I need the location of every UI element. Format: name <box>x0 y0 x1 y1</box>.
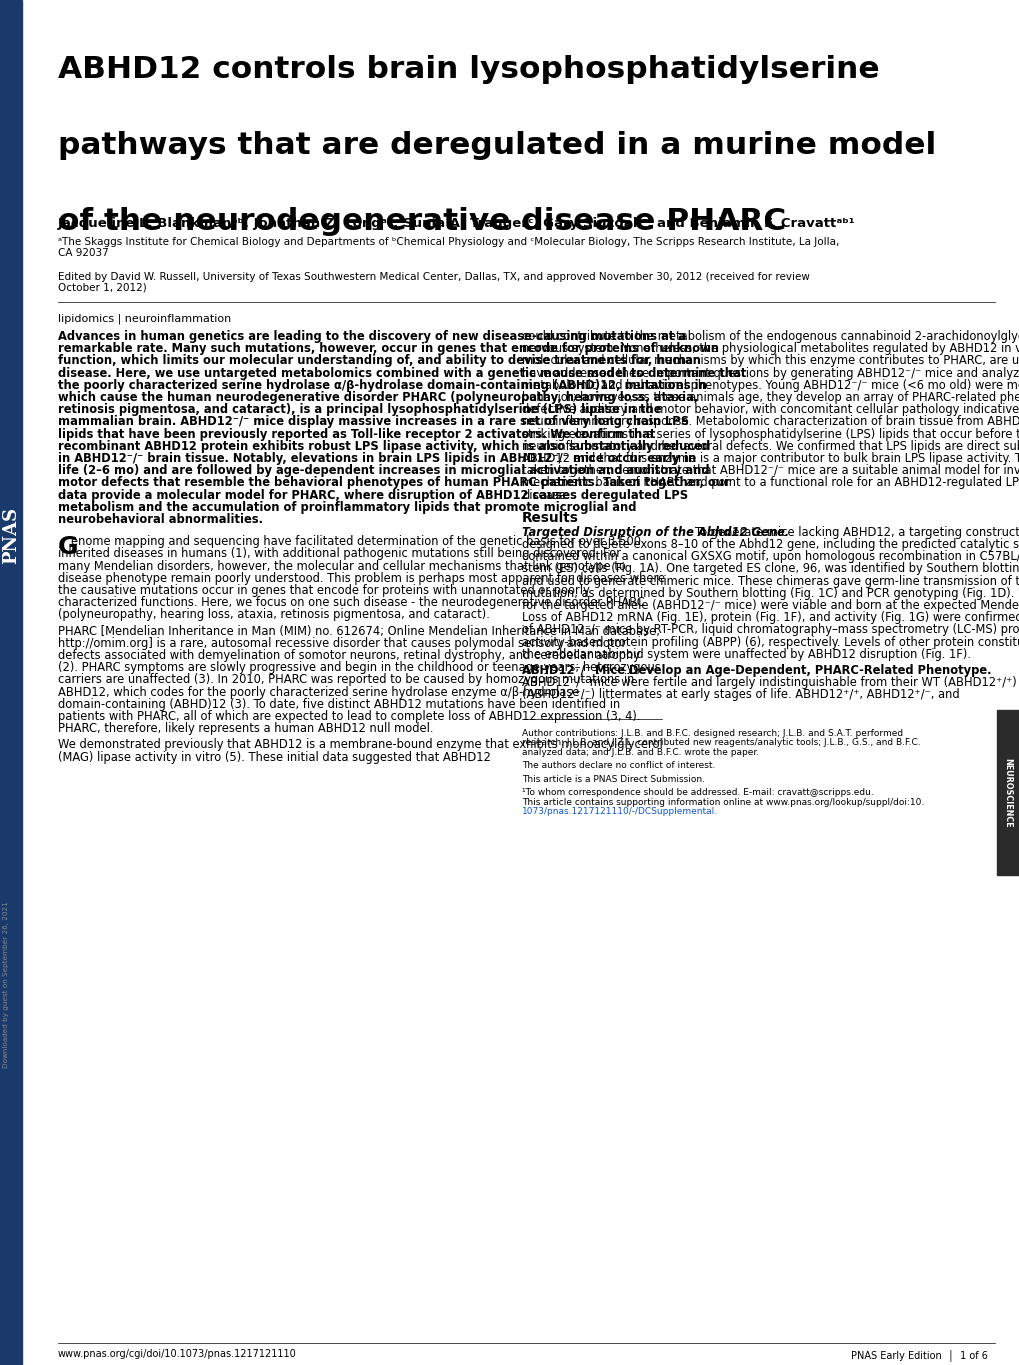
Text: mutation, as determined by Southern blotting (Fig. 1C) and PCR genotyping (Fig. : mutation, as determined by Southern blot… <box>522 587 1019 599</box>
Text: ABHD12⁻/⁻ mice were fertile and largely indistinguishable from their WT (ABHD12⁺: ABHD12⁻/⁻ mice were fertile and largely … <box>522 676 1019 689</box>
Text: ABHD12 controls brain lysophosphatidylserine: ABHD12 controls brain lysophosphatidylse… <box>58 55 878 85</box>
Bar <box>996 710 1019 875</box>
Text: Loss of ABHD12 mRNA (Fig. 1E), protein (Fig. 1F), and activity (Fig. 1G) were co: Loss of ABHD12 mRNA (Fig. 1E), protein (… <box>522 612 1019 624</box>
Text: many Mendelian disorders, however, the molecular and cellular mechanisms that li: many Mendelian disorders, however, the m… <box>58 560 626 572</box>
Bar <box>0 0 22 1365</box>
Text: disease.: disease. <box>522 489 569 501</box>
Text: nervous system. Nonetheless, the physiological metabolites regulated by ABHD12 i: nervous system. Nonetheless, the physiol… <box>522 343 1019 355</box>
Text: of ABHD12⁻/⁻ mice by RT-PCR, liquid chromatography–mass spectrometry (LC-MS) pro: of ABHD12⁻/⁻ mice by RT-PCR, liquid chro… <box>522 624 1019 636</box>
Text: which cause the human neurodegenerative disorder PHARC (polyneuropathy, hearing : which cause the human neurodegenerative … <box>58 390 698 404</box>
Text: Author contributions: J.L.B. and B.F.C. designed research; J.L.B. and S.A.T. per: Author contributions: J.L.B. and B.F.C. … <box>522 729 902 737</box>
Text: PNAS: PNAS <box>2 506 20 564</box>
Text: research; J.L.B. and J.Z.L. contributed new reagents/analytic tools; J.L.B., G.S: research; J.L.B. and J.Z.L. contributed … <box>522 738 920 747</box>
Text: (polyneuropathy, hearing loss, ataxia, retinosis pigmentosa, and cataract).: (polyneuropathy, hearing loss, ataxia, r… <box>58 609 489 621</box>
Text: lipidomics | neuroinflammation: lipidomics | neuroinflammation <box>58 313 231 324</box>
Text: remarkable rate. Many such mutations, however, occur in genes that encode for pr: remarkable rate. Many such mutations, ho… <box>58 343 718 355</box>
Text: the poorly characterized serine hydrolase α/β-hydrolase domain-containing (ABHD): the poorly characterized serine hydrolas… <box>58 379 706 392</box>
Text: ᵃThe Skaggs Institute for Chemical Biology and Departments of ᵇChemical Physiolo: ᵃThe Skaggs Institute for Chemical Biolo… <box>58 238 839 247</box>
Text: lipids that have been previously reported as Toll-like receptor 2 activators. We: lipids that have been previously reporte… <box>58 427 655 441</box>
Text: The authors declare no conflict of interest.: The authors declare no conflict of inter… <box>522 762 714 770</box>
Text: defective auditory and motor behavior, with concomitant cellular pathology indic: defective auditory and motor behavior, w… <box>522 403 1019 416</box>
Text: stem (ES) cells (Fig. 1A). One targeted ES clone, 96, was identified by Southern: stem (ES) cells (Fig. 1A). One targeted … <box>522 562 1019 576</box>
Text: October 1, 2012): October 1, 2012) <box>58 283 147 293</box>
Text: have addressed these important questions by generating ABHD12⁻/⁻ mice and analyz: have addressed these important questions… <box>522 367 1019 379</box>
Text: the causative mutations occur in genes that encode for proteins with unannotated: the causative mutations occur in genes t… <box>58 584 589 597</box>
Text: PHARC [Mendelian Inheritance in Man (MIM) no. 612674; Online Mendelian Inheritan: PHARC [Mendelian Inheritance in Man (MIM… <box>58 625 659 637</box>
Text: ABHD12⁻/⁻ Mice Develop an Age-Dependent, PHARC-Related Phenotype.: ABHD12⁻/⁻ Mice Develop an Age-Dependent,… <box>522 663 990 677</box>
Text: defects associated with demyelination of somotor neurons, retinal dystrophy, and: defects associated with demyelination of… <box>58 648 639 662</box>
Text: We demonstrated previously that ABHD12 is a membrane-bound enzyme that exhibits : We demonstrated previously that ABHD12 i… <box>58 738 662 751</box>
Text: characterized functions. Here, we focus on one such disease - the neurodegenerat: characterized functions. Here, we focus … <box>58 597 644 609</box>
Text: metabolomic and behavioral phenotypes. Young ABHD12⁻/⁻ mice (<6 mo old) were mos: metabolomic and behavioral phenotypes. Y… <box>522 379 1019 392</box>
Text: domain-containing (ABHD)12 (3). To date, five distinct ABHD12 mutations have bee: domain-containing (ABHD)12 (3). To date,… <box>58 698 620 711</box>
Text: PNAS Early Edition  │  1 of 6: PNAS Early Edition │ 1 of 6 <box>850 1349 987 1361</box>
Text: enome mapping and sequencing have facilitated determination of the genetic basis: enome mapping and sequencing have facili… <box>70 535 640 549</box>
Text: life (2–6 mo) and are followed by age-dependent increases in microglial activati: life (2–6 mo) and are followed by age-de… <box>58 464 709 478</box>
Text: www.pnas.org/cgi/doi/10.1073/pnas.1217121110: www.pnas.org/cgi/doi/10.1073/pnas.121712… <box>58 1349 297 1360</box>
Text: neurobehavioral abnormalities.: neurobehavioral abnormalities. <box>58 513 263 526</box>
Text: data provide a molecular model for PHARC, where disruption of ABHD12 causes dere: data provide a molecular model for PHARC… <box>58 489 688 501</box>
Text: (ABHD12⁺/⁻) littermates at early stages of life. ABHD12⁺/⁺, ABHD12⁺/⁻, and: (ABHD12⁺/⁻) littermates at early stages … <box>522 688 959 702</box>
Text: http://omim.org] is a rare, autosomal recessive disorder that causes polymodal s: http://omim.org] is a rare, autosomal re… <box>58 637 626 650</box>
Text: ABHD12 and that this enzyme is a major contributor to bulk brain LPS lipase acti: ABHD12 and that this enzyme is a major c… <box>522 452 1019 465</box>
Text: behavior; however, as these animals age, they develop an array of PHARC-related : behavior; however, as these animals age,… <box>522 390 1019 404</box>
Text: striking elevations in a series of lysophosphatidylserine (LPS) lipids that occu: striking elevations in a series of lysop… <box>522 427 1019 441</box>
Text: metabolism and the accumulation of proinflammatory lipids that promote microglia: metabolism and the accumulation of proin… <box>58 501 636 513</box>
Text: To generate mice lacking ABHD12, a targeting construct was: To generate mice lacking ABHD12, a targe… <box>695 526 1019 539</box>
Text: PHARC, therefore, likely represents a human ABHD12 null model.: PHARC, therefore, likely represents a hu… <box>58 722 433 736</box>
Text: disease phenotype remain poorly understood. This problem is perhaps most apparen: disease phenotype remain poorly understo… <box>58 572 664 584</box>
Text: designed to delete exons 8–10 of the Abhd12 gene, including the predicted cataly: designed to delete exons 8–10 of the Abh… <box>522 538 1019 551</box>
Text: (2). PHARC symptoms are slowly progressive and begin in the childhood or teenage: (2). PHARC symptoms are slowly progressi… <box>58 661 660 674</box>
Text: ¹To whom correspondence should be addressed. E-mail: cravatt@scripps.edu.: ¹To whom correspondence should be addres… <box>522 788 873 797</box>
Text: motor defects that resemble the behavioral phenotypes of human PHARC patients. T: motor defects that resemble the behavior… <box>58 476 729 490</box>
Text: inherited diseases in humans (1), with additional pathogenic mutations still bei: inherited diseases in humans (1), with a… <box>58 547 621 561</box>
Text: recombinant ABHD12 protein exhibits robust LPS lipase activity, which is also su: recombinant ABHD12 protein exhibits robu… <box>58 440 709 453</box>
Text: NEUROSCIENCE: NEUROSCIENCE <box>1003 758 1012 827</box>
Text: Advances in human genetics are leading to the discovery of new disease-causing m: Advances in human genetics are leading t… <box>58 330 686 343</box>
Text: contained within a canonical GXSXG motif, upon homologous recombination in C57BL: contained within a canonical GXSXG motif… <box>522 550 1019 564</box>
Text: 1073/pnas.1217121110/-/DCSupplemental.: 1073/pnas.1217121110/-/DCSupplemental. <box>522 807 717 816</box>
Text: activity-based protein profiling (ABPP) (6), respectively. Levels of other prote: activity-based protein profiling (ABPP) … <box>522 636 1019 648</box>
Text: for the targeted allele (ABHD12⁻/⁻ mice) were viable and born at the expected Me: for the targeted allele (ABHD12⁻/⁻ mice)… <box>522 599 1019 612</box>
Text: carriers are unaffected (3). In 2010, PHARC was reported to be caused by homozyg: carriers are unaffected (3). In 2010, PH… <box>58 673 634 687</box>
Text: could contribute to the metabolism of the endogenous cannabinoid 2-arachidonoylg: could contribute to the metabolism of th… <box>522 330 1019 343</box>
Text: pathways that are deregulated in a murine model: pathways that are deregulated in a murin… <box>58 131 935 160</box>
Text: molecular and cellular mechanisms by which this enzyme contributes to PHARC, are: molecular and cellular mechanisms by whi… <box>522 355 1019 367</box>
Text: and used to generate chimeric mice. These chimeras gave germ-line transmission o: and used to generate chimeric mice. Thes… <box>522 575 1019 587</box>
Text: of the neurodegenerative disease PHARC: of the neurodegenerative disease PHARC <box>58 207 786 236</box>
Text: mechanistic basis of PHARC and point to a functional role for an ABHD12-regulate: mechanistic basis of PHARC and point to … <box>522 476 1019 490</box>
Text: Jacqueline L. Blankmanᵃᵇ, Jonathan Z. Longᵃᵇ, Sunia A. Traugerᶜ, Gary Siuzdakᶜ, : Jacqueline L. Blankmanᵃᵇ, Jonathan Z. Lo… <box>58 217 855 229</box>
Text: ABHD12, which codes for the poorly characterized serine hydrolase enzyme α/β-hyd: ABHD12, which codes for the poorly chara… <box>58 685 579 699</box>
Text: mammalian brain. ABHD12⁻/⁻ mice display massive increases in a rare set of very : mammalian brain. ABHD12⁻/⁻ mice display … <box>58 415 689 429</box>
Text: in ABHD12⁻/⁻ brain tissue. Notably, elevations in brain LPS lipids in ABHD12⁻/⁻ : in ABHD12⁻/⁻ brain tissue. Notably, elev… <box>58 452 696 465</box>
Text: retinosis pigmentosa, and cataract), is a principal lysophosphatidylserine (LPS): retinosis pigmentosa, and cataract), is … <box>58 403 661 416</box>
Text: analyzed data; and J.L.B. and B.F.C. wrote the paper.: analyzed data; and J.L.B. and B.F.C. wro… <box>522 748 758 756</box>
Text: This article contains supporting information online at www.pnas.org/lookup/suppl: This article contains supporting informa… <box>522 797 923 807</box>
Text: CA 92037: CA 92037 <box>58 248 109 258</box>
Text: (MAG) lipase activity in vitro (5). These initial data suggested that ABHD12: (MAG) lipase activity in vitro (5). Thes… <box>58 751 490 763</box>
Text: G: G <box>58 535 78 560</box>
Text: neuroinflammatory and behavioral defects. We confirmed that LPS lipids are direc: neuroinflammatory and behavioral defects… <box>522 440 1019 453</box>
Text: neuroinflammatory response. Metabolomic characterization of brain tissue from AB: neuroinflammatory response. Metabolomic … <box>522 415 1019 429</box>
Text: Targeted Disruption of the Abhd12 Gene.: Targeted Disruption of the Abhd12 Gene. <box>522 526 789 539</box>
Text: Results: Results <box>522 511 579 524</box>
Text: This article is a PNAS Direct Submission.: This article is a PNAS Direct Submission… <box>522 774 704 784</box>
Text: Downloaded by guest on September 26, 2021: Downloaded by guest on September 26, 202… <box>3 902 9 1069</box>
Text: function, which limits our molecular understanding of, and ability to devise tre: function, which limits our molecular und… <box>58 355 700 367</box>
Text: Edited by David W. Russell, University of Texas Southwestern Medical Center, Dal: Edited by David W. Russell, University o… <box>58 272 809 283</box>
Text: taken together, demonstrate that ABHD12⁻/⁻ mice are a suitable animal model for : taken together, demonstrate that ABHD12⁻… <box>522 464 1019 478</box>
Text: disease. Here, we use untargeted metabolomics combined with a genetic mouse mode: disease. Here, we use untargeted metabol… <box>58 367 746 379</box>
Text: the endocannabinoid system were unaffected by ABHD12 disruption (Fig. 1F).: the endocannabinoid system were unaffect… <box>522 648 970 661</box>
Text: patients with PHARC, all of which are expected to lead to complete loss of ABHD1: patients with PHARC, all of which are ex… <box>58 710 640 723</box>
